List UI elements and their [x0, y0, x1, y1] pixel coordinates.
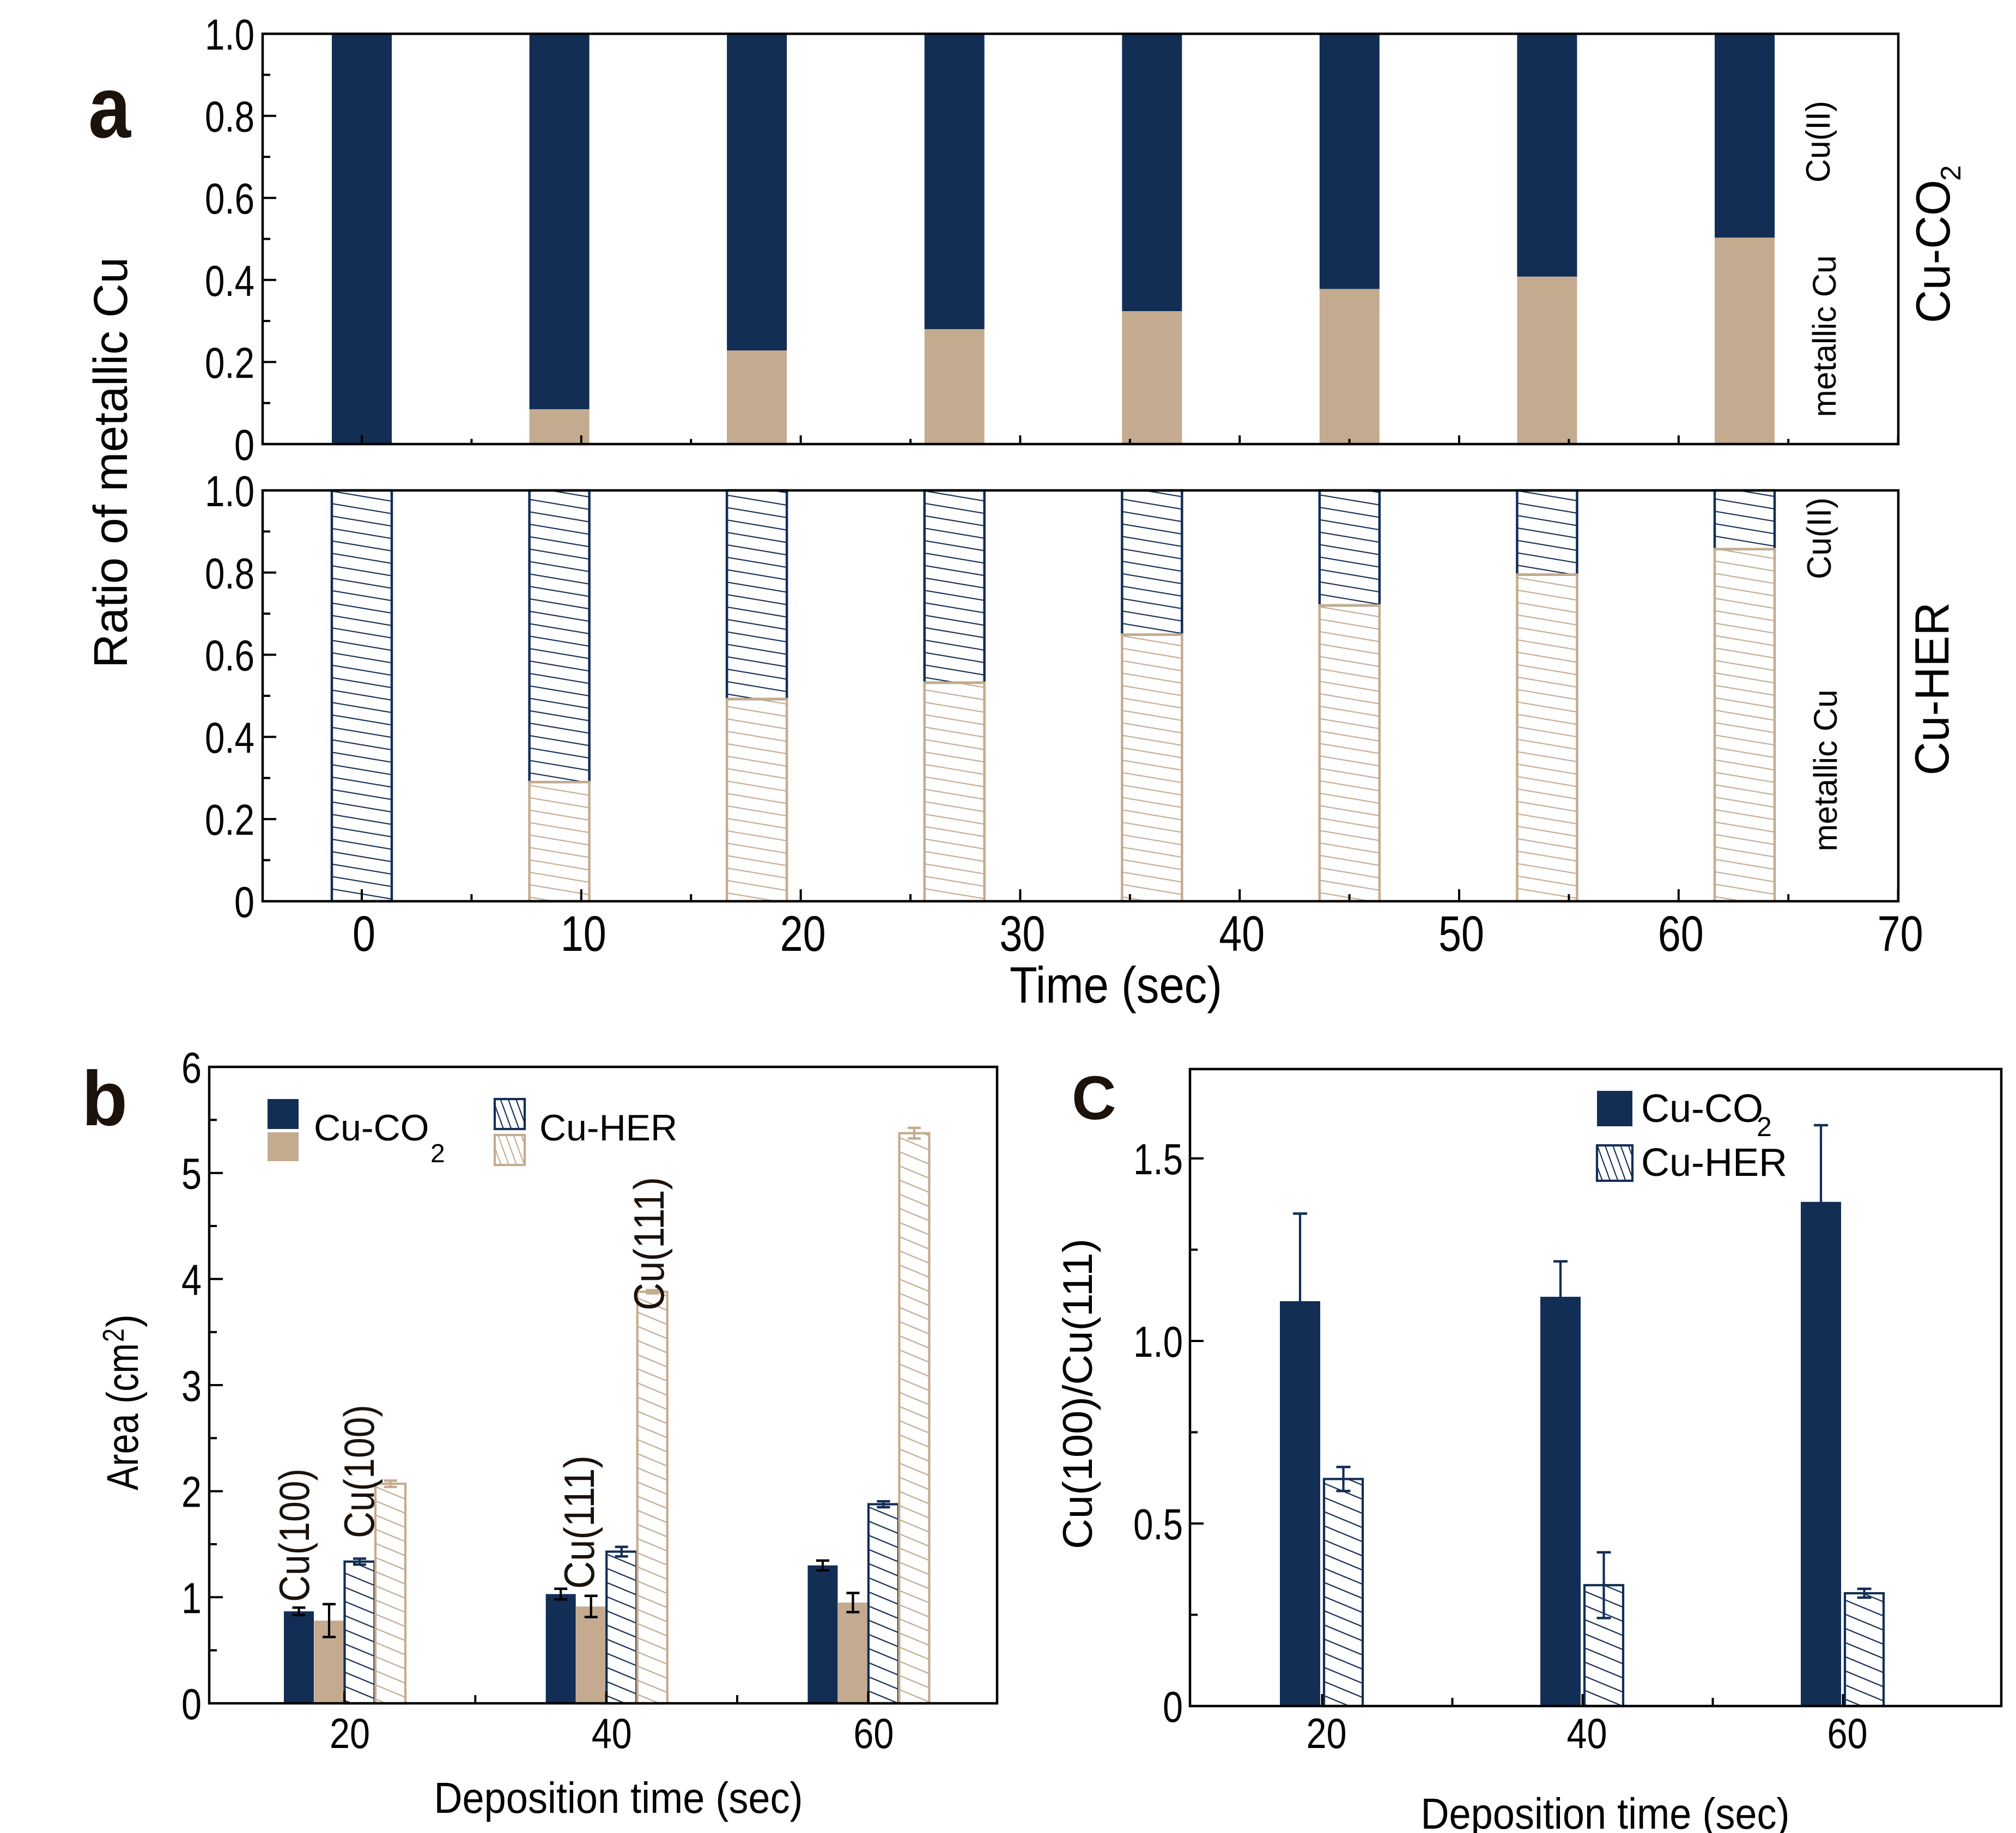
svg-text:0: 0	[234, 421, 254, 469]
svg-text:20: 20	[330, 1709, 370, 1757]
svg-text:40: 40	[1219, 906, 1265, 962]
svg-text:0.6: 0.6	[205, 174, 254, 223]
svg-text:2: 2	[96, 1328, 130, 1342]
svg-text:40: 40	[1567, 1709, 1607, 1757]
svg-text:Time (sec): Time (sec)	[1010, 956, 1222, 1013]
svg-text:Cu-HER: Cu-HER	[539, 1107, 677, 1149]
svg-text:0.4: 0.4	[205, 257, 254, 305]
svg-text:Cu(II): Cu(II)	[1801, 497, 1838, 579]
svg-text:0.2: 0.2	[205, 796, 254, 844]
svg-text:Deposition time (sec): Deposition time (sec)	[1421, 1789, 1790, 1833]
svg-text:Cu(100): Cu(100)	[270, 1468, 318, 1602]
svg-text:Area (cm: Area (cm	[98, 1343, 148, 1490]
svg-text:2: 2	[1757, 1112, 1772, 1142]
svg-text:40: 40	[592, 1709, 632, 1757]
svg-text:Cu-CO: Cu-CO	[1641, 1087, 1763, 1131]
svg-text:50: 50	[1438, 906, 1484, 962]
svg-text:0: 0	[181, 1680, 202, 1728]
svg-text:Cu-CO: Cu-CO	[1906, 180, 1960, 323]
svg-text:0.8: 0.8	[205, 93, 254, 141]
svg-text:0.6: 0.6	[205, 632, 254, 680]
svg-text:20: 20	[1307, 1709, 1347, 1757]
svg-text:20: 20	[780, 906, 826, 962]
svg-text:): )	[98, 1314, 148, 1327]
svg-text:70: 70	[1878, 906, 1923, 962]
svg-text:0.8: 0.8	[205, 549, 254, 598]
svg-text:Cu-HER: Cu-HER	[1905, 602, 1959, 775]
svg-text:3: 3	[181, 1362, 202, 1410]
svg-text:metallic Cu: metallic Cu	[1807, 690, 1844, 852]
svg-text:4: 4	[181, 1255, 202, 1304]
svg-text:0.2: 0.2	[205, 338, 254, 387]
svg-text:Deposition time (sec): Deposition time (sec)	[434, 1774, 803, 1822]
svg-text:0.5: 0.5	[1133, 1500, 1183, 1549]
svg-text:Cu(100)/Cu(111): Cu(100)/Cu(111)	[1055, 1239, 1101, 1549]
svg-text:5: 5	[181, 1150, 202, 1198]
svg-text:10: 10	[561, 906, 606, 962]
svg-text:1.0: 1.0	[205, 467, 254, 515]
svg-text:2: 2	[1935, 165, 1967, 181]
svg-text:Cu(111): Cu(111)	[555, 1455, 603, 1589]
svg-text:a: a	[88, 58, 131, 156]
svg-text:Cu-CO: Cu-CO	[314, 1107, 429, 1149]
svg-text:2: 2	[430, 1139, 445, 1168]
svg-text:Cu(II): Cu(II)	[1800, 101, 1837, 183]
svg-text:2: 2	[181, 1468, 202, 1516]
svg-text:60: 60	[853, 1709, 894, 1757]
svg-text:b: b	[82, 1055, 127, 1142]
svg-text:0.4: 0.4	[205, 713, 254, 762]
svg-text:30: 30	[999, 906, 1045, 962]
svg-text:1.5: 1.5	[1133, 1135, 1183, 1183]
svg-text:Cu(111): Cu(111)	[625, 1177, 673, 1310]
svg-text:1.0: 1.0	[205, 10, 254, 59]
svg-text:6: 6	[181, 1043, 202, 1092]
svg-text:0: 0	[353, 906, 375, 962]
svg-text:Ratio of metallic Cu: Ratio of metallic Cu	[84, 257, 137, 668]
svg-text:60: 60	[1827, 1709, 1868, 1757]
svg-text:1: 1	[181, 1574, 202, 1622]
svg-text:0: 0	[1163, 1683, 1183, 1731]
svg-text:Cu-HER: Cu-HER	[1641, 1141, 1787, 1185]
svg-text:Cu(100): Cu(100)	[335, 1405, 383, 1538]
svg-text:C: C	[1072, 1064, 1116, 1132]
svg-text:1.0: 1.0	[1133, 1318, 1183, 1366]
svg-text:60: 60	[1658, 906, 1704, 962]
svg-text:0: 0	[234, 878, 254, 926]
svg-text:metallic Cu: metallic Cu	[1806, 256, 1843, 417]
